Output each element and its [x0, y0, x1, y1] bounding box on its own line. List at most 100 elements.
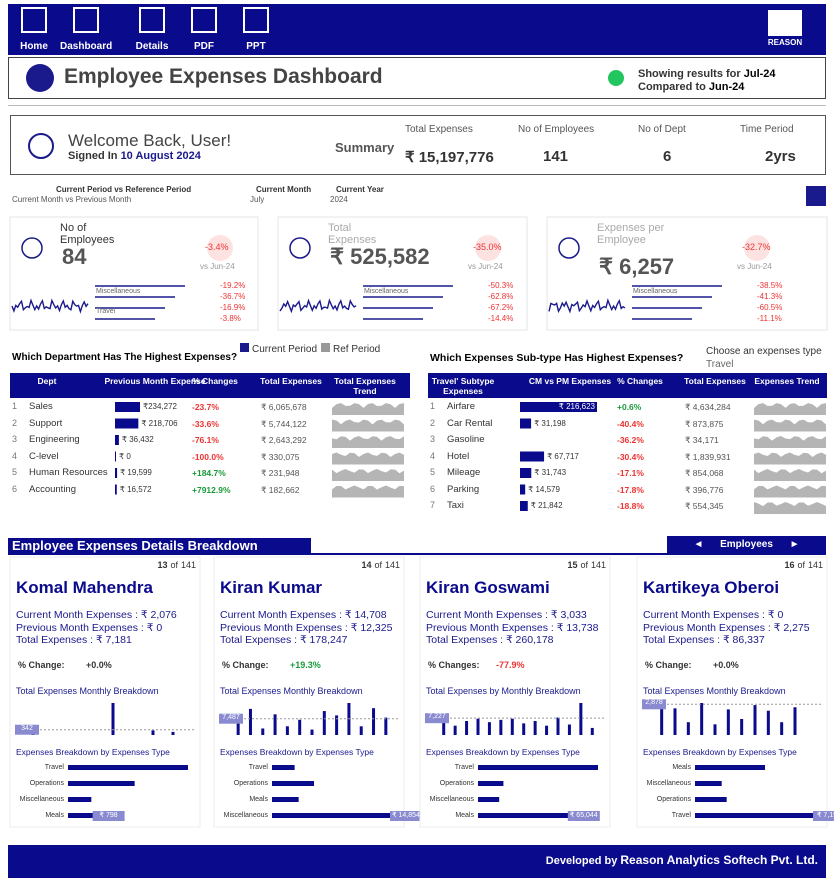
row-bar-label: ₹ 31,198 — [534, 418, 566, 428]
row-change: -18.8% — [617, 501, 644, 511]
kpi-card — [546, 216, 828, 331]
type-bar — [272, 765, 295, 770]
row-change: -30.4% — [617, 451, 644, 462]
filter-button[interactable] — [806, 186, 826, 206]
separator — [8, 105, 826, 106]
kpi-change: -3.4% — [205, 242, 229, 252]
row-change: +0.6% — [617, 402, 642, 412]
row-bar-label: ₹ 36,432 — [121, 435, 154, 444]
type-label: Meals — [455, 812, 474, 819]
change-label: % Change: — [222, 660, 269, 670]
type-label: Miscellaneous — [429, 796, 474, 803]
row-trend — [332, 436, 404, 448]
employee-line: Total Expenses : ₹ 178,247 — [220, 634, 348, 646]
row-total: ₹ 554,345 — [685, 501, 724, 511]
card-index: 15 — [567, 560, 578, 570]
row-name: Support — [29, 417, 63, 429]
monthly-bar — [372, 708, 376, 735]
monthly-bar — [510, 718, 514, 735]
employee-line: Total Expenses : ₹ 260,178 — [426, 634, 554, 646]
column-header: Expenses Trend — [754, 376, 820, 386]
kpi-row-change: -16.9% — [220, 303, 246, 312]
kpi-row-label: Miscellaneous — [633, 288, 678, 295]
row-trend — [332, 403, 404, 415]
employee-name: Komal Mahendra — [16, 578, 153, 597]
filter-value[interactable]: 2024 — [330, 195, 348, 204]
footer-by: Developed by — [545, 855, 618, 867]
stat-label: No of Employees — [518, 124, 595, 135]
filter-label: Current Period vs Reference Period — [56, 185, 192, 194]
monthly-title: Total Expenses Monthly Breakdown — [643, 686, 786, 696]
monthly-bar — [533, 721, 537, 735]
kpi-row-change: -67.2% — [488, 303, 514, 312]
employee-line: Total Expenses : ₹ 7,181 — [16, 634, 132, 646]
type-label: Meals — [249, 796, 268, 803]
column-header: Travel' Subtype Expenses — [431, 376, 495, 396]
header-box — [8, 57, 826, 99]
change-value: -77.9% — [496, 660, 525, 670]
filter-value[interactable]: Current Month vs Previous Month — [12, 195, 132, 204]
choose-value[interactable]: Travel — [706, 359, 734, 370]
row-name: Taxi — [447, 500, 464, 511]
employee-line: Current Month Expenses : ₹ 14,708 — [220, 609, 387, 621]
monthly-bar — [248, 708, 252, 735]
filter-label: Current Year — [336, 185, 384, 194]
change-label: % Change: — [18, 660, 65, 670]
row-bar — [115, 435, 119, 445]
row-total: ₹ 231,948 — [261, 468, 300, 478]
status-dot — [608, 70, 624, 86]
type-bar — [478, 781, 504, 786]
filter-value[interactable]: July — [250, 195, 265, 204]
row-index: 4 — [430, 450, 436, 461]
monthly-label: 7,487 — [222, 713, 240, 721]
nav-item[interactable]: PPT — [246, 41, 266, 52]
row-bar — [115, 468, 118, 478]
kpi-sparkline — [11, 298, 89, 314]
stat-value: 141 — [543, 148, 569, 165]
kpi-value: ₹ 6,257 — [599, 254, 675, 279]
row-index: 3 — [12, 434, 18, 444]
kpi-row-change: -3.8% — [220, 314, 241, 323]
nav-item[interactable]: Dashboard — [60, 41, 113, 52]
kpi-icon — [289, 237, 311, 259]
row-index: 3 — [430, 434, 436, 444]
row-change: -76.1% — [192, 435, 219, 445]
nav-item[interactable]: PDF — [194, 41, 214, 52]
type-label: Travel — [248, 764, 268, 771]
kpi-row-change: -14.4% — [488, 314, 514, 323]
row-total: ₹ 330,075 — [261, 451, 300, 462]
row-total: ₹ 873,875 — [685, 418, 724, 429]
row-total: ₹ 4,634,284 — [685, 402, 731, 412]
column-header: Previous Month Expense — [104, 376, 206, 386]
row-bar-label: ₹ 19,599 — [120, 468, 152, 477]
row-total: ₹ 5,744,122 — [261, 418, 307, 429]
row-name: C-level — [29, 450, 59, 462]
row-bar-label: ₹ 16,572 — [119, 484, 152, 494]
row-change: -23.7% — [192, 402, 219, 412]
type-label: Meals — [45, 812, 64, 819]
stat-value: 6 — [663, 148, 672, 165]
row-total: ₹ 396,776 — [685, 484, 724, 495]
monthly-label: 2,878 — [645, 699, 663, 707]
signed-line: Signed In 10 August 2024 — [68, 150, 201, 162]
employee-nav[interactable]: ◄ Employees ► — [667, 536, 826, 553]
row-total: ₹ 6,065,678 — [261, 402, 307, 412]
row-trend — [754, 452, 826, 465]
type-bar — [68, 797, 92, 802]
nav-item[interactable]: Home — [20, 41, 48, 52]
row-name: Hotel — [447, 450, 470, 462]
stat-label: Total Expenses — [405, 124, 473, 135]
nav-item[interactable]: Details — [135, 41, 169, 52]
row-bar — [520, 468, 532, 478]
row-bar — [520, 501, 528, 511]
type-value-label: ₹ 7,196 — [817, 812, 834, 819]
employee-line: Current Month Expenses : ₹ 0 — [643, 609, 784, 621]
employee-line: Current Month Expenses : ₹ 3,033 — [426, 609, 587, 621]
row-trend — [754, 485, 826, 498]
row-bar-label: ₹ 216,623 — [558, 402, 595, 411]
row-name: Accounting — [29, 483, 77, 495]
row-index: 5 — [12, 467, 18, 477]
employee-line: Current Month Expenses : ₹ 2,076 — [16, 609, 177, 621]
row-change: -17.8% — [617, 484, 644, 495]
